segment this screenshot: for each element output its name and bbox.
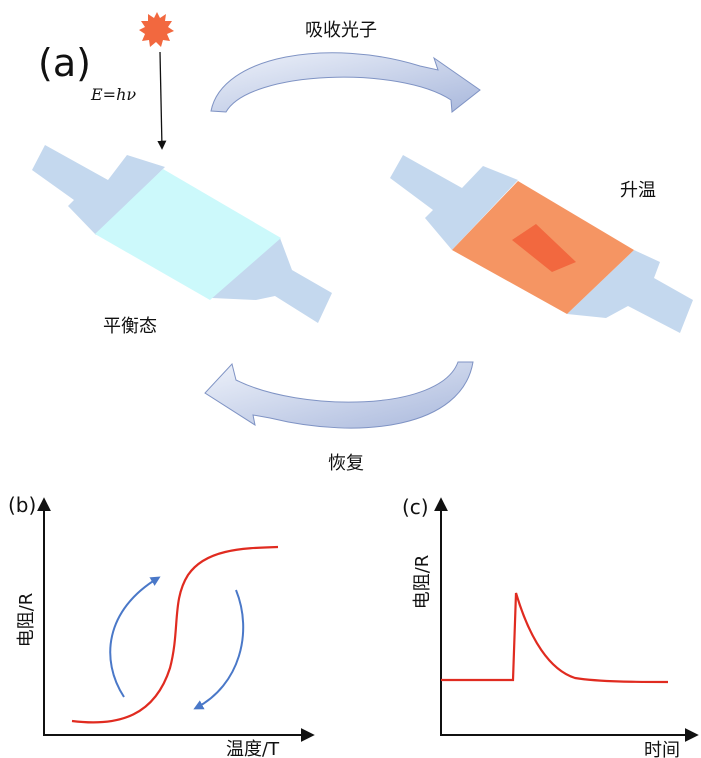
equilibrium-label: 平衡态: [103, 316, 157, 337]
device-cool-film: [95, 169, 281, 300]
hot-spot: [512, 224, 576, 272]
panel-c-xlabel: 时间: [644, 740, 680, 758]
hysteresis-curve: [71, 545, 279, 724]
device-left-pad: [390, 155, 518, 250]
panel-b-label: (b): [8, 493, 36, 517]
photon-incidence-arrow: [157, 51, 167, 150]
absorb-photon-label: 吸收光子: [305, 20, 377, 41]
device-right-pad: [212, 238, 332, 323]
panel-b-xlabel: 温度/T: [226, 739, 280, 758]
heating-label: 升温: [620, 180, 656, 201]
panel-c-label: (c): [402, 495, 429, 519]
cooling-cycle-arrow: [193, 589, 245, 710]
device-equilibrium: [32, 145, 332, 323]
device-left-pad: [32, 145, 165, 235]
panel-c-ylabel: 电阻/R: [412, 555, 433, 610]
resistance-spike-curve: [441, 592, 669, 684]
absorb-cycle-arrow: [210, 52, 481, 113]
panel-a-label: (a): [38, 41, 91, 85]
recovery-label: 恢复: [328, 453, 364, 474]
energy-formula: E=hν: [90, 85, 136, 104]
recovery-cycle-arrow: [204, 361, 474, 429]
device-right-pad: [567, 250, 693, 333]
heating-cycle-arrow: [109, 576, 161, 698]
device-heated: [390, 155, 693, 333]
photon-icon: [139, 12, 174, 47]
panel-b-ylabel: 电阻/R: [16, 593, 37, 648]
